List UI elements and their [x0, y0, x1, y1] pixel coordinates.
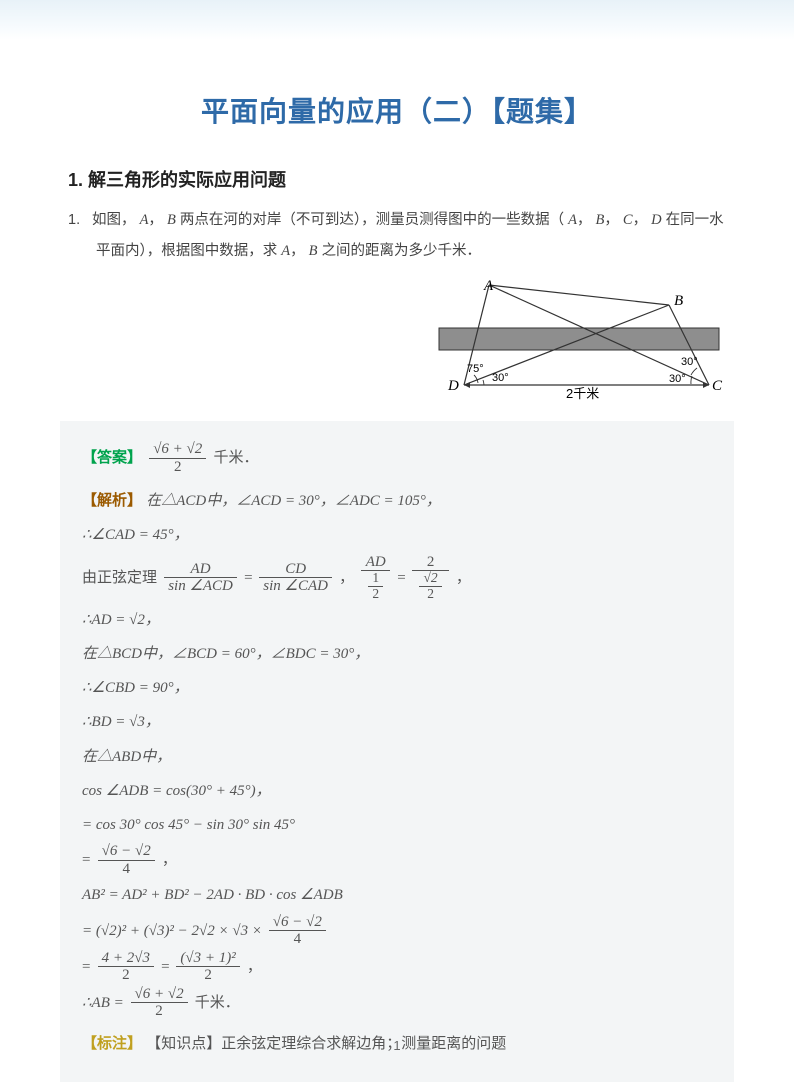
svg-text:D: D: [447, 378, 459, 394]
answer-fraction: √6 + √2 2: [149, 441, 206, 475]
section-heading: 1. 解三角形的实际应用问题: [68, 166, 794, 192]
svg-text:30°: 30°: [492, 372, 509, 384]
step-9: cos ∠ADB = cos(30° + 45°)，: [82, 775, 712, 807]
problem-text: 如图，: [92, 212, 136, 228]
analysis-label: 【解析】: [82, 492, 142, 509]
page-number: 1: [0, 1038, 794, 1053]
svg-text:30°: 30°: [669, 373, 686, 385]
step-11: = √6 − √24 ，: [82, 843, 712, 877]
step-10: = cos 30° cos 45° − sin 30° sin 45°: [82, 809, 712, 841]
problem-1: 1. 如图， A， B 两点在河的对岸（不可到达），测量员测得图中的一些数据（ …: [68, 206, 726, 266]
step-15: ∴AB = √6 + √22 千米．: [82, 986, 712, 1020]
header-gradient-band: [0, 0, 794, 40]
step-3: 由正弦定理 ADsin ∠ACD = CDsin ∠CAD ， AD 12 = …: [82, 554, 712, 602]
problem-number: 1.: [68, 206, 88, 235]
step-8: 在△ABD中，: [82, 741, 712, 773]
step-5: 在△BCD中，∠BCD = 60°，∠BDC = 30°，: [82, 638, 712, 670]
page-title: 平面向量的应用（二）【题集】: [0, 90, 794, 130]
answer-label: 【答案】: [82, 449, 142, 466]
step-14: = 4 + 2√32 = (√3 + 1)²2 ，: [82, 950, 712, 984]
svg-text:C: C: [712, 378, 723, 394]
svg-text:A: A: [483, 280, 494, 294]
svg-text:B: B: [674, 293, 683, 309]
step-2: ∴∠CAD = 45°，: [82, 519, 712, 551]
geometry-diagram: A B C D 75° 30° 30° 30° 2千米: [434, 280, 724, 400]
var-B: B: [167, 212, 176, 228]
step-6: ∴∠CBD = 90°，: [82, 672, 712, 704]
svg-text:75°: 75°: [467, 363, 484, 375]
step-1: 在△ACD中，∠ACD = 30°，∠ADC = 105°，: [146, 493, 441, 509]
svg-text:2千米: 2千米: [566, 386, 599, 400]
step-12: AB² = AD² + BD² − 2AD · BD · cos ∠ADB: [82, 879, 712, 911]
solution-box: 【答案】 √6 + √2 2 千米． 【解析】 在△ACD中，∠ACD = 30…: [60, 421, 734, 1082]
step-4: ∴AD = √2，: [82, 604, 712, 636]
step-13: = (√2)² + (√3)² − 2√2 × √3 × √6 − √24: [82, 914, 712, 948]
problem-diagram: A B C D 75° 30° 30° 30° 2千米: [0, 280, 724, 405]
step-7: ∴BD = √3，: [82, 706, 712, 738]
svg-text:30°: 30°: [681, 356, 698, 368]
